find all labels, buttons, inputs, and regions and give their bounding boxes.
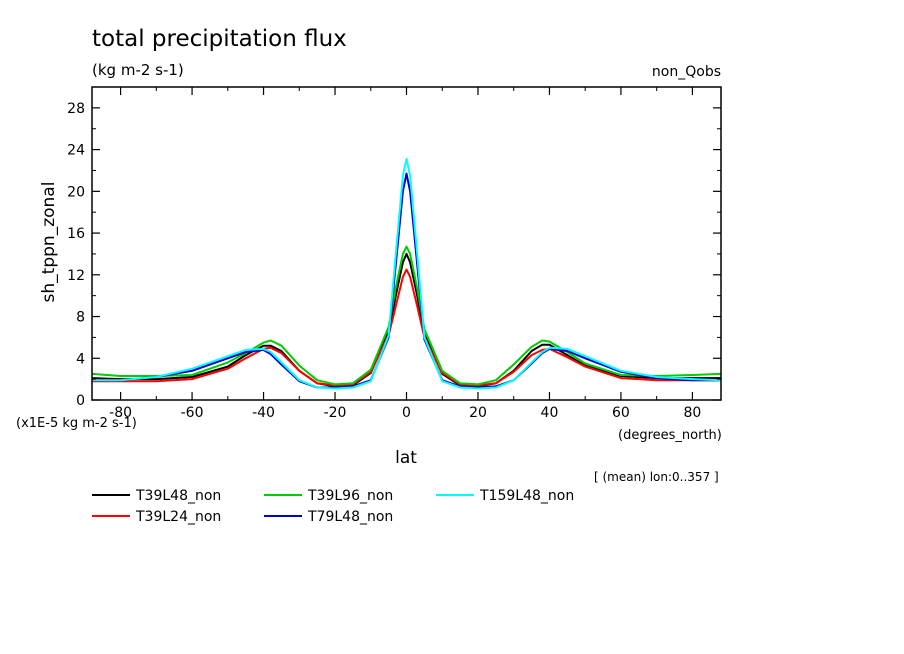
series-line-0 xyxy=(91,252,721,388)
x-tick-label: -20 xyxy=(324,405,347,421)
x-tick-label: 60 xyxy=(612,405,630,421)
legend-label-2: T39L96_non xyxy=(307,488,393,504)
chart-title: total precipitation flux xyxy=(92,26,347,52)
x-tick-label: 20 xyxy=(469,405,487,421)
x-tick-label: 80 xyxy=(683,405,701,421)
x-tick-label: 0 xyxy=(402,405,411,421)
y-tick-label: 12 xyxy=(67,268,85,284)
y-tick-label: 16 xyxy=(67,226,85,242)
plot-frame xyxy=(91,86,722,401)
y-tick-label: 0 xyxy=(76,393,85,409)
x-axis-label: lat xyxy=(395,448,417,468)
y-tick-label: 24 xyxy=(67,143,85,159)
series-line-2 xyxy=(91,245,722,386)
y-tick-label: 8 xyxy=(76,310,85,326)
x-tick-label: -80 xyxy=(109,405,132,421)
legend: T39L48_non T39L24_non T39L96_non T79L48_non… xyxy=(92,488,574,525)
x-tick-label: -40 xyxy=(252,405,275,421)
series-line-4 xyxy=(92,158,722,390)
y-scale-note: (x1E-5 kg m-2 s-1) xyxy=(16,416,137,431)
series-line-1 xyxy=(92,268,721,387)
experiment-label: non_Qobs xyxy=(652,64,721,80)
units-label: (kg m-2 s-1) xyxy=(92,61,184,79)
legend-label-0: T39L48_non xyxy=(135,488,221,504)
legend-label-1: T39L24_non xyxy=(135,509,221,525)
y-tick-label: 28 xyxy=(67,101,85,117)
averaging-note: [ (mean) lon:0..357 ] xyxy=(594,470,719,484)
x-tick-label: -60 xyxy=(181,405,204,421)
y-tick-label: 20 xyxy=(67,184,85,200)
series-line-3 xyxy=(92,172,721,389)
x-units-label: (degrees_north) xyxy=(618,428,722,443)
y-axis-label: sh_tppn_zonal xyxy=(39,182,59,303)
legend-label-3: T79L48_non xyxy=(307,509,393,525)
legend-label-4: T159L48_non xyxy=(479,488,574,504)
axes: -80 -60 -40 -20 0 20 40 60 80 0 4 8 12 16 20 24 28 xyxy=(67,86,722,421)
y-tick-label: 4 xyxy=(76,351,85,367)
series-lines xyxy=(91,158,722,390)
x-tick-label: 40 xyxy=(541,405,559,421)
